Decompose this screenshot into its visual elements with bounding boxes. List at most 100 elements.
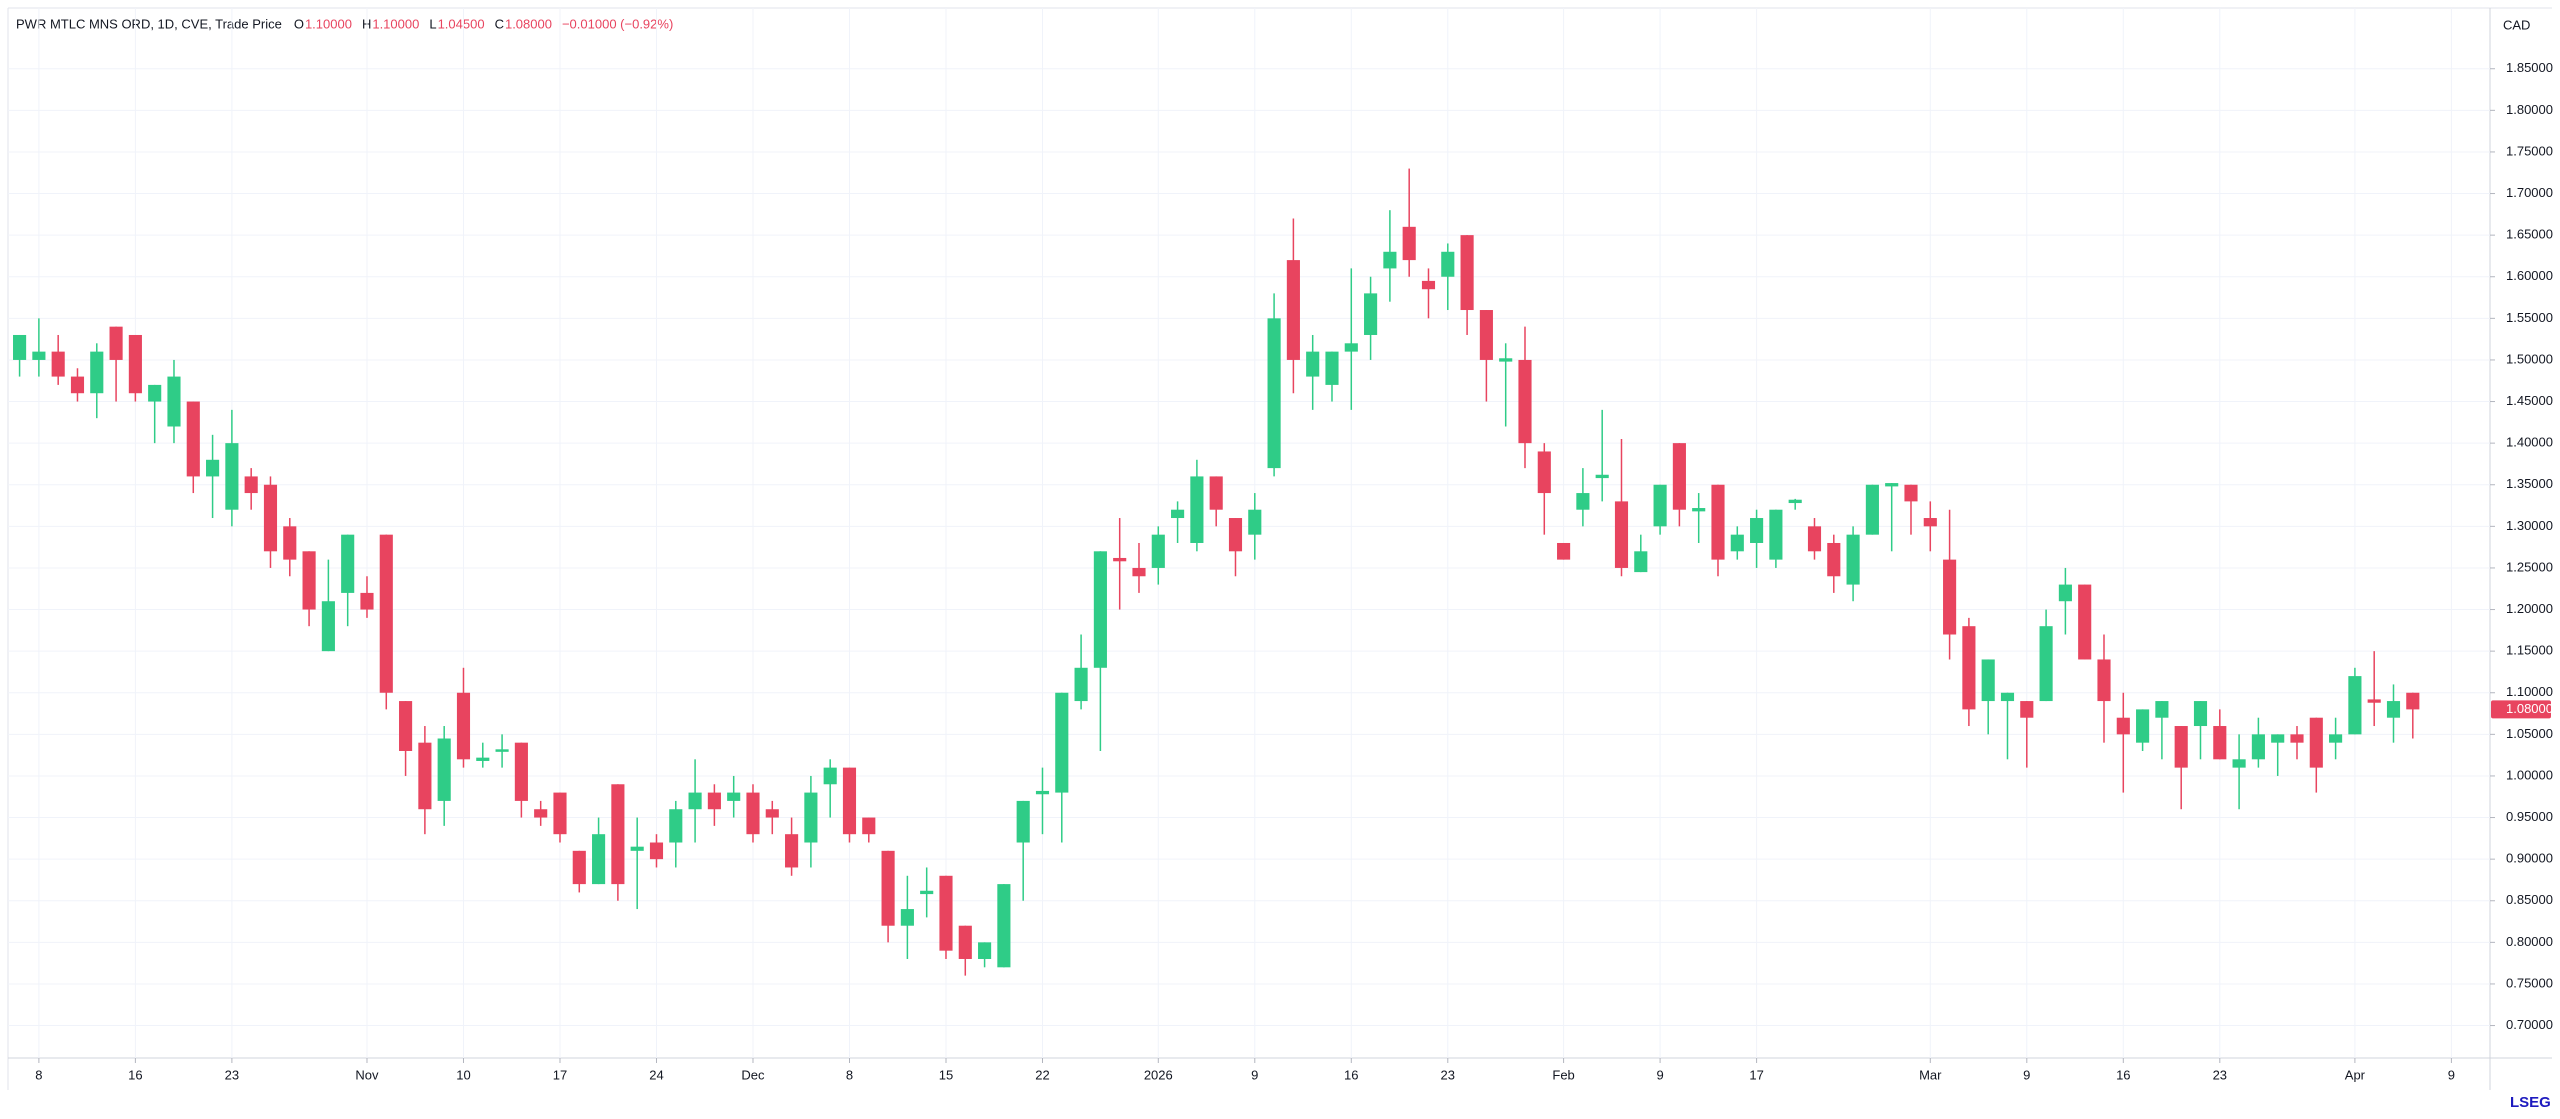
candle-body — [2348, 676, 2362, 735]
candle-body — [1807, 526, 1822, 552]
candle-body — [244, 476, 258, 494]
y-tick-label: 1.15000 — [2506, 643, 2553, 658]
x-tick-label: 16 — [2116, 1067, 2130, 1082]
candle-body — [958, 925, 972, 959]
candle-body — [1074, 667, 1088, 702]
x-tick-label: Mar — [1919, 1067, 1942, 1082]
candle-body — [1267, 318, 1281, 469]
price-tag-label: 1.08000 — [2506, 701, 2553, 716]
candle-body — [1904, 484, 1918, 502]
ohlc-value: 1.10000 — [305, 16, 352, 31]
candle-body — [688, 792, 702, 810]
candle-body — [1595, 474, 1609, 479]
ohlc-value: 1.08000 — [505, 16, 552, 31]
candle-body — [128, 334, 142, 394]
candle-body — [1479, 310, 1493, 360]
candle-body — [167, 376, 181, 427]
candle-body — [1634, 551, 1648, 573]
y-tick-label: 1.40000 — [2506, 435, 2553, 450]
candle-body — [1769, 509, 1783, 560]
y-tick-label: 1.80000 — [2506, 102, 2553, 117]
candle-body — [842, 767, 857, 835]
candle-body — [1865, 484, 1879, 535]
candle-body — [2251, 734, 2265, 760]
ohlc-value: 1.04500 — [438, 16, 485, 31]
y-tick-label: 1.75000 — [2506, 143, 2553, 158]
candle-body — [437, 738, 451, 801]
candle-body — [1827, 542, 1841, 577]
x-tick-label: 17 — [1749, 1067, 1763, 1082]
candle-body — [302, 551, 316, 610]
ohlc-key: O — [294, 16, 304, 31]
x-tick-label: 16 — [128, 1067, 142, 1082]
x-tick-label: 24 — [649, 1067, 663, 1082]
y-tick-label: 1.65000 — [2506, 227, 2553, 242]
candle-body — [90, 351, 104, 394]
candle-body — [399, 701, 413, 751]
candle-body — [572, 850, 586, 885]
candle-body — [1614, 501, 1629, 568]
candle-body — [13, 334, 27, 360]
x-tick-label: Nov — [355, 1067, 379, 1082]
candle-body — [1441, 251, 1455, 277]
y-tick-label: 1.00000 — [2506, 767, 2553, 782]
candle-body — [939, 875, 953, 951]
candle-body — [1035, 790, 1050, 795]
candle-body — [263, 484, 278, 552]
candle-body — [2078, 584, 2092, 660]
x-tick-label: 8 — [35, 1067, 42, 1082]
candle-body — [1055, 692, 1069, 793]
candle-body — [514, 742, 528, 801]
x-tick-label: 15 — [939, 1067, 953, 1082]
candle-body — [2271, 734, 2285, 743]
x-tick-label: 16 — [1344, 1067, 1358, 1082]
candle-body — [2155, 701, 2169, 718]
y-tick-label: 1.45000 — [2506, 393, 2553, 408]
x-tick-label: 10 — [456, 1067, 470, 1082]
candle-body — [476, 757, 490, 761]
candle-body — [456, 692, 471, 760]
candle-body — [186, 401, 200, 477]
candle-body — [2193, 701, 2208, 727]
candle-body — [1923, 518, 1937, 527]
candle-body — [1228, 518, 1243, 552]
candle-body — [746, 792, 760, 835]
candle-body — [1402, 226, 1416, 261]
y-tick-label: 1.10000 — [2506, 684, 2553, 699]
candle-body — [2136, 709, 2150, 743]
candle-body — [321, 601, 335, 652]
y-tick-label: 1.60000 — [2506, 268, 2553, 283]
y-tick-label: 1.20000 — [2506, 601, 2553, 616]
y-tick-label: 0.90000 — [2506, 851, 2553, 866]
candle-body — [2329, 734, 2343, 743]
x-tick-label: 23 — [225, 1067, 239, 1082]
candle-body — [1383, 251, 1397, 269]
chart-title: PWR MTLC MNS ORD, 1D, CVE, Trade Price — [16, 16, 282, 31]
candle-body — [2309, 717, 2323, 768]
y-tick-label: 0.75000 — [2506, 975, 2553, 990]
candle-body — [2213, 726, 2227, 760]
candle-body — [2097, 659, 2111, 702]
candle-body — [109, 326, 123, 360]
currency: CAD — [2503, 17, 2530, 32]
y-tick-label: 0.85000 — [2506, 892, 2553, 907]
x-tick-label: 23 — [2213, 1067, 2227, 1082]
candle-body — [2020, 701, 2034, 718]
candle-body — [1962, 626, 1976, 710]
candle-body — [1151, 534, 1165, 568]
candle-body — [341, 534, 355, 593]
candle-body — [611, 784, 625, 885]
y-tick-label: 0.95000 — [2506, 809, 2553, 824]
candle-body — [360, 592, 374, 610]
candle-body — [1190, 476, 1204, 543]
candle-body — [2386, 701, 2401, 718]
price-tag — [2491, 700, 2551, 719]
candle-body — [1692, 508, 1706, 512]
candle-body — [2174, 726, 2188, 768]
candle-body — [862, 817, 876, 835]
y-tick-label: 1.05000 — [2506, 726, 2553, 741]
candle-body — [206, 459, 220, 477]
logo: LSEG — [2510, 1094, 2551, 1111]
y-tick-label: 1.25000 — [2506, 559, 2553, 574]
